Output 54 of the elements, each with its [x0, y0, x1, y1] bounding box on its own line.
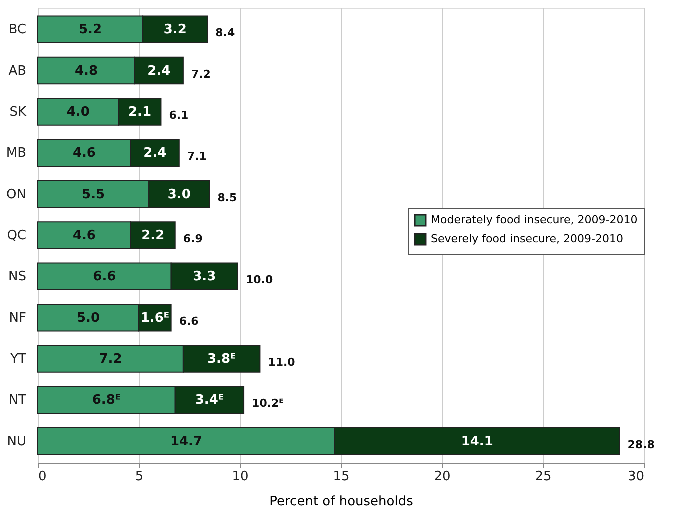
- y-tick-label: NT: [8, 393, 27, 408]
- data-label: 14.1: [461, 434, 494, 450]
- x-tick-label: 30: [628, 470, 644, 484]
- x-tick-label: 10: [232, 470, 249, 484]
- data-label: 5.5: [82, 187, 106, 202]
- y-tick-label: SK: [10, 104, 27, 120]
- total-label: 28.8: [628, 438, 655, 452]
- total-label: 6.6: [179, 314, 200, 328]
- legend-label: Severely food insecure, 2009-2010: [431, 232, 624, 246]
- data-label: 2.4: [148, 64, 171, 79]
- y-tick-label: NU: [7, 434, 26, 450]
- y-tick-label: MB: [6, 146, 26, 162]
- data-label: 2.1: [128, 104, 152, 120]
- y-tick-label: BC: [8, 22, 26, 38]
- total-label: 10.2ᴱ: [252, 397, 284, 410]
- data-label: 3.4ᴱ: [195, 393, 224, 408]
- data-label: 6.8ᴱ: [92, 393, 121, 408]
- x-tick-label: 15: [333, 470, 350, 484]
- total-label: 6.9: [183, 232, 203, 246]
- data-label: 3.2: [164, 22, 187, 38]
- y-tick-label: NF: [9, 310, 26, 326]
- legend-label: Moderately food insecure, 2009-2010: [431, 214, 638, 226]
- x-tick-label: 0: [38, 470, 47, 484]
- data-label: 7.2: [99, 352, 122, 368]
- y-tick-label: ON: [6, 187, 26, 202]
- x-axis-title: Percent of households: [270, 494, 414, 510]
- total-label: 11.0: [268, 356, 296, 370]
- y-tick-label: QC: [7, 228, 26, 244]
- x-tick-label: 25: [535, 470, 552, 484]
- data-label: 14.7: [170, 434, 203, 450]
- total-label: 8.4: [216, 26, 236, 40]
- total-label: 8.5: [218, 191, 238, 204]
- data-label: 4.6: [72, 146, 96, 162]
- data-label: 3.8ᴱ: [208, 352, 236, 368]
- data-label: 5.0: [76, 310, 100, 326]
- data-label: 3.3: [193, 270, 216, 285]
- data-label: 5.2: [79, 22, 102, 38]
- total-label: 7.1: [187, 150, 207, 164]
- x-tick-label: 20: [434, 470, 451, 484]
- data-label: 2.2: [142, 228, 165, 244]
- data-label: 4.8: [74, 64, 98, 79]
- data-label: 3.0: [168, 187, 191, 202]
- data-label: 2.4: [144, 146, 167, 162]
- data-label: 4.0: [66, 104, 90, 120]
- data-label: 4.6: [72, 228, 96, 244]
- data-label: 6.6: [93, 270, 116, 285]
- total-label: 7.2: [191, 68, 211, 81]
- y-tick-label: AB: [8, 64, 26, 79]
- data-label: 1.6ᴱ: [140, 310, 170, 326]
- total-label: 10.0: [246, 274, 274, 287]
- total-label: 6.1: [169, 108, 189, 122]
- x-tick-label: 5: [135, 470, 144, 484]
- y-tick-label: YT: [10, 352, 27, 368]
- y-tick-label: NS: [8, 270, 26, 285]
